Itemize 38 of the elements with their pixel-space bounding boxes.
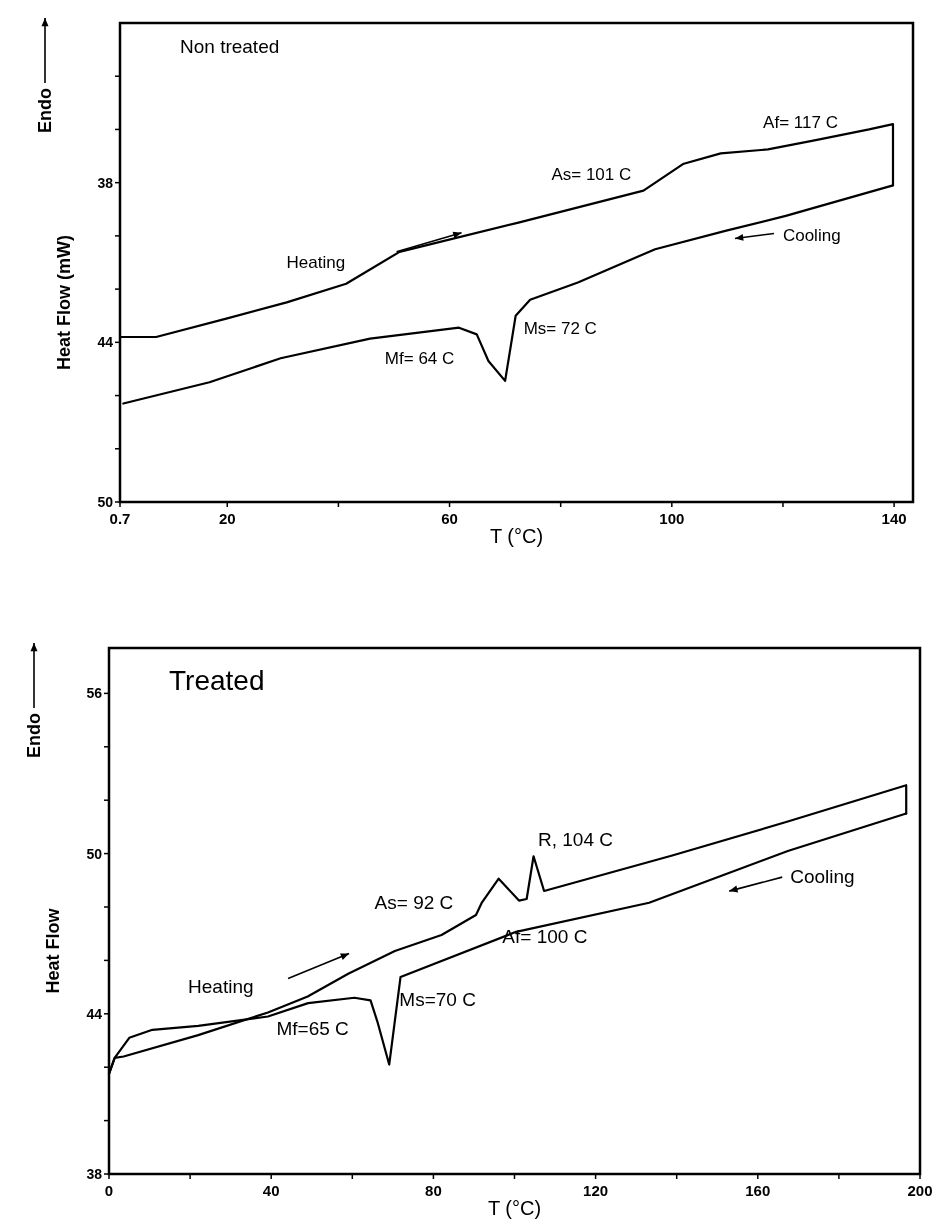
y-tick-label: 44 [86,1005,103,1022]
annotation: Af= 117 C [763,112,838,132]
annotation: As= 92 C [374,892,454,914]
x-tick-label: 20 [218,510,236,527]
x-tick-label: 200 [907,1182,933,1199]
y-tick-label: 56 [86,685,103,702]
annotation: Heating [188,975,254,997]
y-axis-title: Heat Flow [43,907,63,994]
x-axis-title: T (°C) [489,525,544,547]
y-tick-label: 50 [86,845,103,862]
y-tick-label: 38 [97,174,114,191]
annotation: Heating [286,252,346,272]
x-tick-label: 80 [425,1182,442,1199]
x-tick-label: 160 [745,1182,771,1199]
text: Non treated [180,36,280,57]
x-tick-label: 40 [262,1182,280,1199]
x-tick-label: 100 [659,510,685,527]
annotation: Mf=65 C [276,1018,349,1040]
x-tick-label: 0 [104,1182,114,1199]
annotation: Ms= 72 C [523,319,597,339]
annotation: Cooling [782,226,841,246]
y-tick-label: 44 [97,334,114,351]
y-tick-label: 38 [86,1166,103,1182]
text: Endo [35,88,55,133]
annotation: Mf= 64 C [384,348,455,368]
x-axis-title: T (°C) [487,1197,542,1219]
x-tick-label: 120 [583,1182,609,1199]
y-tick-label: 50 [97,494,114,510]
text: Treated [169,665,265,696]
y-axis-title: Heat Flow (mW) [54,235,74,370]
annotation: R, 104 C [538,828,613,850]
annotation: Cooling [790,866,855,888]
annotation: As= 101 C [551,165,632,185]
text: Endo [24,713,44,758]
x-tick-label: 60 [441,510,458,527]
annotation: Ms=70 C [399,988,476,1010]
x-tick-label: 0.7 [109,510,131,527]
x-tick-label: 140 [881,510,907,527]
